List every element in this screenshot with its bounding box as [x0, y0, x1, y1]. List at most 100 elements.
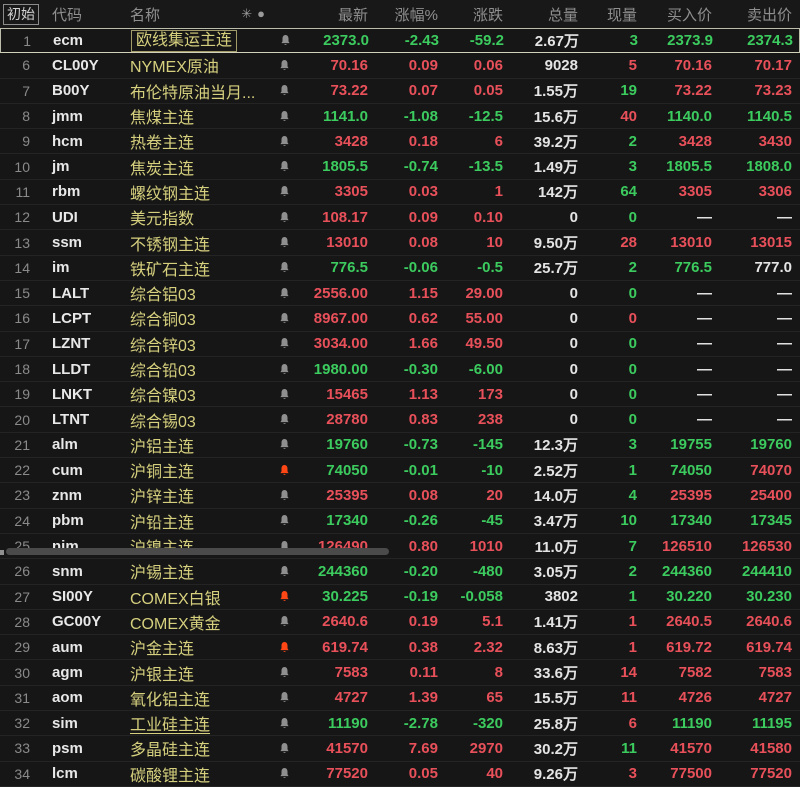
change-percent: -0.06: [403, 259, 438, 277]
column-header-current-volume[interactable]: 现量: [606, 6, 637, 24]
quote-row[interactable]: 27 SI00Y COMEX白银 30.225 -0.19 -0.058 3802 1 30.2…: [0, 584, 800, 610]
symbol-name: 碳酸锂主连: [130, 767, 211, 785]
brightness-icon[interactable]: ✳: [241, 6, 254, 21]
change-percent: 0.09: [408, 208, 438, 226]
quote-row[interactable]: 13 ssm 不锈钢主连 13010 0.08 10 9.50万 28 13010 13015: [0, 230, 800, 256]
quote-row[interactable]: 16 LCPT 综合铜03 8967.00 0.62 55.00 0 0 — —: [0, 306, 800, 332]
column-header-bid[interactable]: 买入价: [666, 6, 712, 24]
column-header-latest[interactable]: 最新: [337, 6, 368, 24]
symbol-name-cell: COMEX白银: [118, 585, 268, 609]
total-volume: 3.47万: [533, 513, 578, 531]
symbol-code: LZNT: [52, 335, 91, 353]
row-number: 32: [14, 715, 30, 732]
quote-row[interactable]: 1 ecm 欧线集运主连 2373.0 -2.43 -59.2 2.67万 3 2373.9 23…: [0, 28, 800, 54]
alert-bell-icon[interactable]: [278, 387, 291, 402]
alert-bell-icon[interactable]: [278, 614, 291, 629]
quote-row[interactable]: 23 znm 沪锌主连 25395 0.08 20 14.0万 4 25395 25400: [0, 483, 800, 509]
quote-row[interactable]: 26 snm 沪锡主连 244360 -0.20 -480 3.05万 2 244360 2444…: [0, 559, 800, 585]
bid-price: 13010: [670, 234, 712, 252]
column-header-change[interactable]: 涨跌: [472, 6, 503, 24]
alert-bell-icon[interactable]: [278, 286, 291, 301]
symbol-name: 氧化铝主连: [130, 691, 211, 709]
alert-bell-icon[interactable]: [278, 463, 291, 478]
quote-row[interactable]: 31 aom 氧化铝主连 4727 1.39 65 15.5万 11 4726 4727: [0, 685, 800, 712]
quote-row[interactable]: 7 B00Y 布伦特原油当月... 73.22 0.07 0.05 1.55万 19 73.22…: [0, 78, 800, 104]
latest-price: 25395: [326, 486, 368, 504]
quote-row[interactable]: 25nim沪镍主连1264900.80101011.0万712651012653…: [0, 533, 800, 560]
pin-column-header: 初始: [0, 3, 40, 25]
row-number: 33: [14, 740, 30, 757]
column-header-name[interactable]: 名称 ✳ ●: [118, 4, 268, 25]
quote-row[interactable]: 17 LZNT 综合锌03 3034.00 1.66 49.50 0 0 — —: [0, 331, 800, 357]
alert-bell-icon[interactable]: [278, 665, 291, 680]
symbol-name: 螺纹钢主连: [130, 185, 211, 203]
symbol-name: 综合铅03: [130, 363, 196, 380]
quote-row[interactable]: 34 lcm 碳酸锂主连 77520 0.05 40 9.26万 3 77500 77520: [0, 761, 800, 787]
alert-bell-icon[interactable]: [278, 640, 291, 655]
quote-row[interactable]: 33 psm 多晶硅主连 41570 7.69 2970 30.2万 11 41570 41580: [0, 736, 800, 762]
alert-bell-icon[interactable]: [278, 235, 291, 250]
alert-bell-icon[interactable]: [278, 564, 291, 579]
row-number: 26: [14, 563, 30, 580]
quote-row[interactable]: 15 LALT 综合铝03 2556.00 1.15 29.00 0 0 — —: [0, 280, 800, 307]
initial-sort-button[interactable]: 初始: [3, 3, 39, 25]
quote-row[interactable]: 12 UDI 美元指数 108.17 0.09 0.10 0 0 — —: [0, 205, 800, 231]
quote-row[interactable]: 11 rbm 螺纹钢主连 3305 0.03 1 142万 64 3305 3306: [0, 179, 800, 206]
quote-row[interactable]: 9 hcm 热卷主连 3428 0.18 6 39.2万 2 3428 3430: [0, 129, 800, 155]
quote-row[interactable]: 21 alm 沪铝主连 19760 -0.73 -145 12.3万 3 19755 19760: [0, 432, 800, 459]
alert-bell-icon[interactable]: [278, 716, 291, 731]
column-header-ask[interactable]: 卖出价: [746, 6, 792, 24]
alert-bell-icon[interactable]: [278, 134, 291, 149]
alert-bell-icon[interactable]: [278, 766, 291, 781]
quote-row[interactable]: 10 jm 焦炭主连 1805.5 -0.74 -13.5 1.49万 3 1805.5 1808…: [0, 154, 800, 180]
change-percent: 0.62: [408, 309, 438, 327]
alert-bell-icon[interactable]: [278, 589, 291, 604]
horizontal-scrollbar-thumb[interactable]: [6, 548, 389, 555]
alert-bell-icon[interactable]: [278, 311, 291, 326]
quote-row[interactable]: 19 LNKT 综合镍03 15465 1.13 173 0 0 — —: [0, 382, 800, 408]
latest-price: 3428: [334, 132, 368, 150]
symbol-name: 热卷主连: [130, 135, 195, 153]
column-header-volume[interactable]: 总量: [547, 6, 578, 24]
current-volume: 11: [621, 739, 637, 757]
row-number: 14: [14, 259, 30, 276]
alert-bell-icon[interactable]: [279, 33, 292, 48]
alert-bell-icon[interactable]: [278, 210, 291, 225]
latest-price: 2556.00: [313, 284, 368, 302]
quote-row[interactable]: 29 aum 沪金主连 619.74 0.38 2.32 8.63万 1 619.72 619.7…: [0, 635, 800, 661]
alert-bell-icon[interactable]: [278, 336, 291, 351]
alert-bell-icon[interactable]: [278, 159, 291, 174]
alert-bell-icon[interactable]: [278, 513, 291, 528]
quote-row[interactable]: 18 LLDT 综合铅03 1980.00 -0.30 -6.00 0 0 — —: [0, 356, 800, 383]
quote-row[interactable]: 28 GC00Y COMEX黄金 2640.6 0.19 5.1 1.41万 1 2640.5 2…: [0, 609, 800, 636]
symbol-code: ssm: [52, 234, 83, 252]
bell-cell: [268, 463, 300, 478]
alert-bell-icon[interactable]: [278, 184, 291, 199]
quote-row[interactable]: 24 pbm 沪铅主连 17340 -0.26 -45 3.47万 10 17340 17345: [0, 508, 800, 534]
column-header-change-percent[interactable]: 涨幅%: [394, 6, 438, 24]
change-amount: 6: [494, 132, 503, 150]
current-volume: 2: [628, 132, 637, 150]
alert-bell-icon[interactable]: [278, 83, 291, 98]
quote-row[interactable]: 14 im 铁矿石主连 776.5 -0.06 -0.5 25.7万 2 776.5 777.0: [0, 255, 800, 281]
alert-bell-icon[interactable]: [278, 741, 291, 756]
alert-bell-icon[interactable]: [278, 488, 291, 503]
change-percent: 0.08: [408, 486, 438, 504]
quote-row[interactable]: 30 agm 沪银主连 7583 0.11 8 33.6万 14 7582 7583: [0, 660, 800, 686]
alert-bell-icon[interactable]: [278, 437, 291, 452]
alert-bell-icon[interactable]: [278, 260, 291, 275]
quote-row[interactable]: 32 sim 工业硅主连 11190 -2.78 -320 25.8万 6 11190 11195: [0, 711, 800, 737]
quote-row[interactable]: 6 CL00Y NYMEX原油 70.16 0.09 0.06 9028 5 70.16 70.1…: [0, 53, 800, 79]
quote-row[interactable]: 22 cum 沪铜主连 74050 -0.01 -10 2.52万 1 74050 74070: [0, 458, 800, 484]
column-header-code[interactable]: 代码: [52, 6, 83, 24]
alert-bell-icon[interactable]: [278, 412, 291, 427]
alert-bell-icon[interactable]: [278, 58, 291, 73]
alert-bell-icon[interactable]: [278, 362, 291, 377]
total-volume: 12.3万: [533, 437, 578, 455]
alert-bell-icon[interactable]: [278, 690, 291, 705]
alert-bell-icon[interactable]: [278, 109, 291, 124]
quote-row[interactable]: 20 LTNT 综合锡03 28780 0.83 238 0 0 — —: [0, 407, 800, 433]
total-volume: 30.2万: [533, 740, 578, 758]
dot-indicator-icon[interactable]: ●: [257, 6, 266, 21]
quote-row[interactable]: 8 jmm 焦煤主连 1141.0 -1.08 -12.5 15.6万 40 1140.0 114…: [0, 103, 800, 130]
